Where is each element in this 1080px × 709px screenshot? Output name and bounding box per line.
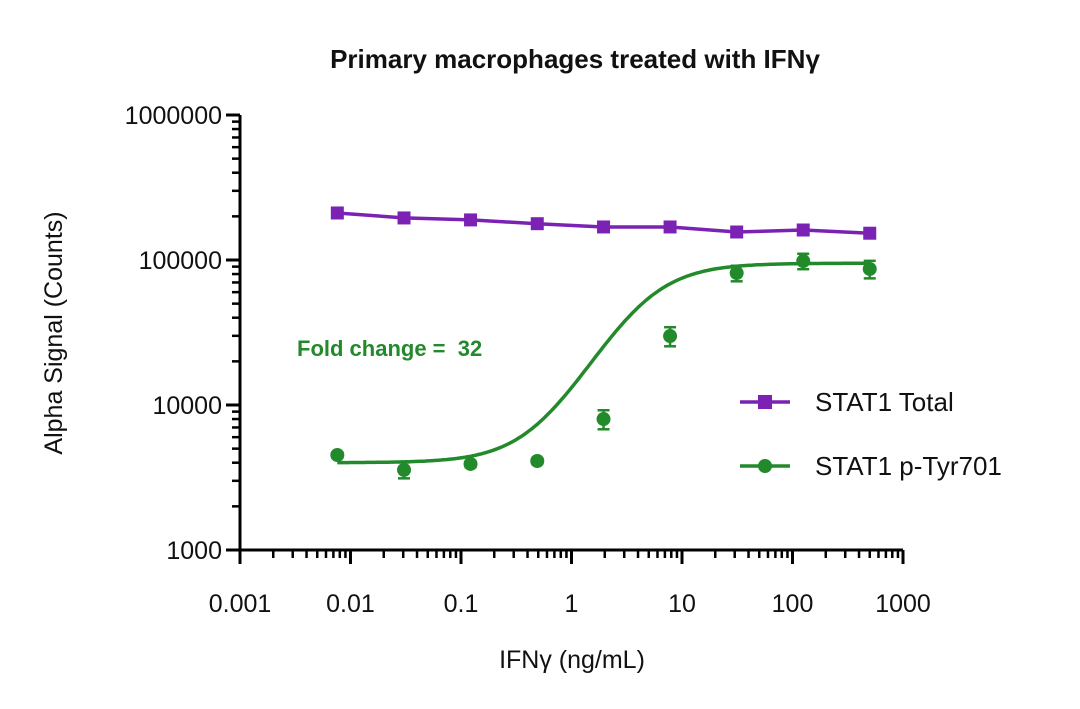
x-axis-label: IFNγ (ng/mL) — [499, 646, 645, 674]
data-point-circle — [663, 329, 678, 344]
fit-curve — [337, 261, 870, 465]
x-tick-label: 10 — [668, 590, 696, 618]
data-point-circle — [330, 448, 345, 463]
legend-label: STAT1 Total — [815, 387, 954, 417]
data-point-circle — [596, 412, 611, 427]
y-tick-label: 1000000 — [125, 102, 222, 130]
data-point-square — [330, 206, 344, 220]
data-point-circle — [397, 462, 412, 477]
data-point-circle — [530, 453, 545, 468]
series-stat1-total — [330, 206, 877, 240]
data-point-square — [464, 213, 478, 227]
chart-title: Primary macrophages treated with IFNγ — [330, 44, 820, 74]
x-tick-label: 0.001 — [209, 590, 272, 618]
data-marks — [330, 206, 877, 480]
data-point-square — [796, 223, 810, 237]
data-point-square — [663, 220, 677, 234]
legend: STAT1 Total STAT1 p-Tyr701 — [740, 387, 1002, 481]
axes: 1000 10000 100000 1000000 0.001 0.01 0.1 1 10 100… — [125, 102, 931, 618]
fold-change-annotation: Fold change = 32 — [297, 336, 482, 361]
y-tick-label: 100000 — [139, 247, 222, 275]
y-tick-label: 10000 — [152, 392, 222, 420]
legend-item: STAT1 Total — [740, 387, 954, 417]
data-point-circle — [729, 266, 744, 281]
data-point-circle — [463, 456, 478, 471]
data-point-square — [730, 225, 744, 239]
x-tick-label: 100 — [772, 590, 814, 618]
legend-square-marker — [758, 395, 772, 409]
y-tick-label: 1000 — [166, 537, 222, 565]
x-tick-label: 0.01 — [326, 590, 375, 618]
data-point-square — [530, 217, 544, 231]
legend-circle-marker — [758, 459, 772, 473]
data-point-square — [863, 226, 877, 240]
legend-label: STAT1 p-Tyr701 — [815, 451, 1002, 481]
data-point-square — [397, 211, 411, 225]
series-stat1-p-tyr701 — [330, 252, 877, 480]
x-tick-label: 1 — [565, 590, 579, 618]
x-tick-label: 1000 — [875, 590, 931, 618]
data-point-square — [597, 220, 611, 234]
data-point-circle — [796, 254, 811, 269]
legend-item: STAT1 p-Tyr701 — [740, 451, 1002, 481]
data-point-circle — [862, 261, 877, 276]
y-axis-label: Alpha Signal (Counts) — [40, 211, 68, 454]
x-tick-label: 0.1 — [444, 590, 479, 618]
